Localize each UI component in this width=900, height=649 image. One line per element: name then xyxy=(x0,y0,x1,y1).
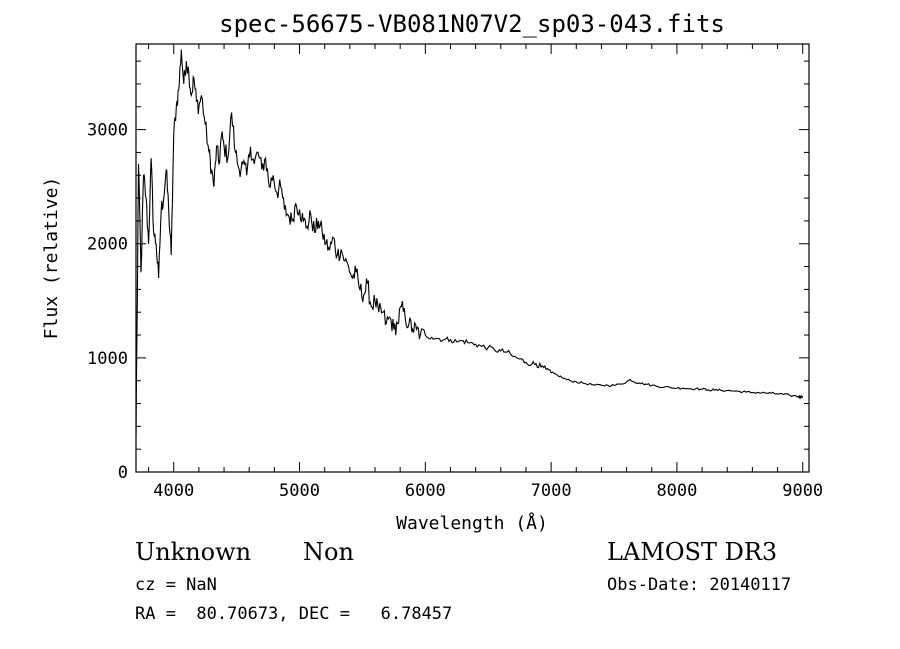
x-tick-label: 4000 xyxy=(153,481,194,501)
plot-frame xyxy=(135,43,810,473)
x-tick-label: 8000 xyxy=(656,481,697,501)
tick-labels: 4000 5000 6000 7000 8000 9000 0 1000 2000 3000 xyxy=(87,121,823,501)
y-tick-label: 3000 xyxy=(87,121,128,141)
x-tick-label: 9000 xyxy=(782,481,823,501)
y-axis-label: Flux (relative) xyxy=(41,177,62,340)
y-tick-label: 0 xyxy=(118,463,128,483)
x-axis-label: Wavelength (Å) xyxy=(396,512,548,534)
y-tick-label: 1000 xyxy=(87,349,128,369)
observation-date: Obs-Date: 20140117 xyxy=(607,575,792,595)
redshift-value: cz = NaN xyxy=(135,575,217,595)
chart-title: spec-56675-VB081N07V2_sp03-043.fits xyxy=(219,10,725,38)
object-subclass: Non xyxy=(303,538,354,566)
x-tick-label: 6000 xyxy=(405,481,446,501)
axis-ticks xyxy=(136,44,809,473)
x-tick-label: 7000 xyxy=(531,481,572,501)
coordinates: RA = 80.70673, DEC = 6.78457 xyxy=(135,604,453,624)
survey-name: LAMOST DR3 xyxy=(607,538,778,566)
object-class: Unknown xyxy=(135,538,252,566)
spectrum-line xyxy=(135,49,803,438)
y-tick-label: 2000 xyxy=(87,235,128,255)
x-tick-label: 5000 xyxy=(279,481,320,501)
